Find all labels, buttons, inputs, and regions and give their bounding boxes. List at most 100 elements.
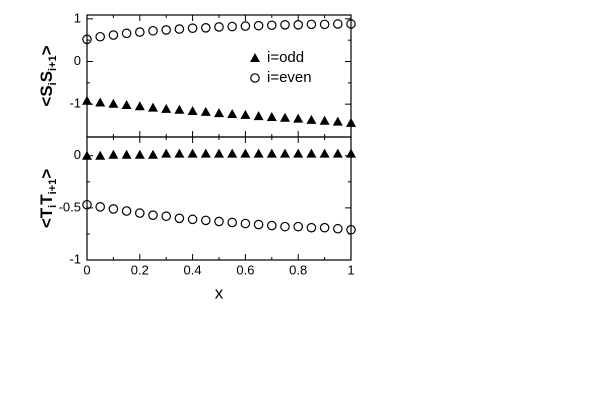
y-axis-label-part: S xyxy=(37,71,56,82)
circle-marker xyxy=(319,19,330,30)
circle-marker xyxy=(240,218,251,229)
y-tick-label: 0 xyxy=(74,147,81,162)
circle-marker xyxy=(82,34,92,45)
triangle-marker xyxy=(187,148,198,158)
circle-marker xyxy=(95,202,105,212)
circle-marker xyxy=(187,23,198,34)
circle-marker xyxy=(135,208,145,218)
circle-marker xyxy=(306,222,317,233)
triangle-marker xyxy=(293,113,304,123)
circle-marker xyxy=(227,21,237,32)
triangle-marker xyxy=(187,105,198,115)
triangle-marker xyxy=(174,148,185,158)
circle-marker xyxy=(306,19,317,30)
x-tick-label: 1 xyxy=(347,262,354,277)
triangle-marker xyxy=(280,112,290,122)
triangle-marker xyxy=(108,149,119,159)
circle-marker xyxy=(201,22,211,33)
triangle-marker xyxy=(253,111,264,121)
circle-marker xyxy=(253,219,264,230)
triangle-marker xyxy=(108,98,119,108)
circle-marker xyxy=(95,31,105,42)
triangle-marker xyxy=(214,108,224,118)
triangle-marker xyxy=(306,148,317,158)
circle-marker xyxy=(214,216,224,227)
triangle-marker xyxy=(82,95,92,105)
circle-marker xyxy=(161,25,171,35)
triangle-marker xyxy=(280,148,290,158)
legend-marker xyxy=(250,53,260,62)
y-axis-label: <SiSi+1> xyxy=(37,45,58,106)
triangle-marker xyxy=(227,108,238,118)
circle-marker xyxy=(266,20,277,31)
x-tick-label: 0.2 xyxy=(131,262,149,277)
circle-marker xyxy=(214,22,224,32)
y-tick-label: -1 xyxy=(69,251,81,266)
triangle-marker xyxy=(148,149,158,159)
y-axis-label-part: > xyxy=(37,169,56,179)
legend-label: i=even xyxy=(267,69,312,86)
triangle-marker xyxy=(306,114,317,124)
circle-marker xyxy=(108,30,119,40)
triangle-marker xyxy=(319,115,330,125)
y-axis-label-subscript: i+1 xyxy=(47,55,59,71)
legend-marker xyxy=(250,73,260,83)
circle-marker xyxy=(201,215,211,226)
circle-marker xyxy=(121,206,132,216)
y-tick-label: -1 xyxy=(69,96,81,111)
triangle-marker xyxy=(134,149,145,159)
triangle-marker xyxy=(227,148,238,158)
triangle-marker xyxy=(134,101,145,111)
legend-label: i=odd xyxy=(267,49,304,66)
circle-marker xyxy=(266,220,277,231)
circle-marker xyxy=(253,20,264,31)
y-axis-label-subscript: i xyxy=(47,205,59,208)
circle-marker xyxy=(148,25,158,36)
circle-marker xyxy=(332,19,343,29)
circle-marker xyxy=(227,217,237,228)
y-tick-label: 1 xyxy=(74,10,81,25)
triangle-marker xyxy=(319,148,330,158)
circle-marker xyxy=(280,221,290,232)
x-tick-label: 0.6 xyxy=(236,262,254,277)
triangle-marker xyxy=(161,103,172,113)
triangle-marker xyxy=(346,148,356,158)
triangle-marker xyxy=(332,148,343,158)
x-axis-label: x xyxy=(215,283,224,302)
circle-marker xyxy=(174,24,185,34)
circle-marker xyxy=(293,20,303,30)
triangle-marker xyxy=(161,148,172,158)
triangle-marker xyxy=(346,117,356,127)
triangle-marker xyxy=(332,116,343,126)
circle-marker xyxy=(346,224,356,235)
triangle-marker xyxy=(214,148,224,158)
circle-marker xyxy=(187,214,198,225)
triangle-marker xyxy=(253,148,264,158)
circle-marker xyxy=(148,210,158,220)
triangle-marker xyxy=(121,100,132,110)
circle-marker xyxy=(240,21,251,31)
y-tick-label: -0.5 xyxy=(59,199,81,214)
triangle-marker xyxy=(200,148,211,158)
x-tick-label: 0.4 xyxy=(184,262,202,277)
circle-marker xyxy=(174,213,185,224)
circle-marker xyxy=(346,19,356,29)
triangle-marker xyxy=(266,111,277,121)
y-axis-label-part: <T xyxy=(37,207,56,228)
x-tick-label: 0.8 xyxy=(289,262,307,277)
y-axis-label-subscript: i+1 xyxy=(47,179,59,195)
triangle-marker xyxy=(95,97,106,107)
y-axis-label-part: T xyxy=(37,194,56,205)
triangle-marker xyxy=(148,102,158,112)
circle-marker xyxy=(319,222,330,233)
triangle-marker xyxy=(293,148,304,158)
y-axis-label-part: > xyxy=(37,45,56,55)
triangle-marker xyxy=(200,106,211,116)
circle-marker xyxy=(332,223,343,234)
triangle-marker xyxy=(240,148,251,158)
triangle-marker xyxy=(95,150,106,160)
circle-marker xyxy=(121,28,132,39)
triangle-marker xyxy=(121,149,132,159)
triangle-marker xyxy=(266,148,277,158)
